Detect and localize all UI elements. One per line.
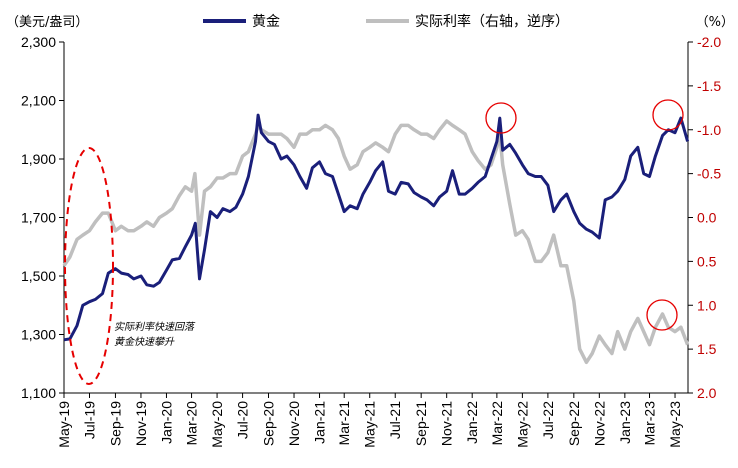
left-tick-label: 1,700 bbox=[21, 210, 56, 226]
right-tick-label: 0.5 bbox=[697, 253, 717, 269]
x-tick-label: Sep-20 bbox=[261, 401, 277, 446]
annotation-line-2: 黄金快速攀升 bbox=[114, 336, 175, 348]
left-tick-label: 1,500 bbox=[21, 268, 56, 284]
legend-label-gold: 黄金 bbox=[252, 13, 280, 30]
right-tick-label: -1.0 bbox=[697, 122, 721, 138]
left-tick-label: 1,300 bbox=[21, 327, 56, 343]
x-axis-ticks: May-19 Jul-19 Sep-19 Nov-19 Jan-20 Mar-20 May-… bbox=[56, 393, 683, 448]
x-tick-label: Mar-23 bbox=[642, 401, 658, 446]
x-tick-label: May-19 bbox=[56, 401, 72, 448]
right-tick-label: 1.0 bbox=[697, 297, 717, 313]
x-tick-label: Mar-21 bbox=[336, 401, 352, 446]
x-tick-label: May-23 bbox=[667, 401, 683, 448]
x-tick-label: May-20 bbox=[209, 401, 225, 448]
right-axis-ticks: -2.0 -1.5 -1.0 -0.5 0.0 0.5 1.0 1.5 2.0 bbox=[688, 34, 721, 401]
right-tick-label: 1.5 bbox=[697, 341, 717, 357]
x-tick-label: Sep-19 bbox=[107, 401, 123, 446]
legend: 黄金 实际利率（右轴，逆序） bbox=[203, 13, 569, 30]
x-tick-label: Mar-22 bbox=[489, 401, 505, 446]
x-tick-label: Jul-20 bbox=[235, 401, 251, 439]
x-tick-label: May-21 bbox=[362, 401, 378, 448]
highlight-circle-apr23-rate bbox=[646, 299, 678, 331]
right-tick-label: -0.5 bbox=[697, 166, 721, 182]
x-tick-label: Mar-20 bbox=[184, 401, 200, 446]
x-tick-label: Sep-22 bbox=[566, 401, 582, 446]
x-tick-label: Jul-22 bbox=[540, 401, 556, 439]
right-unit-label: （%） bbox=[696, 15, 734, 30]
x-tick-label: Nov-22 bbox=[591, 401, 607, 446]
x-tick-label: Jan-20 bbox=[158, 401, 174, 444]
legend-label-real-rate: 实际利率（右轴，逆序） bbox=[415, 13, 569, 30]
x-tick-label: Sep-21 bbox=[413, 401, 429, 446]
highlight-circle-apr23 bbox=[652, 99, 684, 131]
right-tick-label: 2.0 bbox=[697, 385, 717, 401]
highlight-ellipse-2019 bbox=[64, 147, 114, 385]
left-tick-label: 1,100 bbox=[21, 385, 56, 401]
right-tick-label: 0.0 bbox=[697, 210, 717, 226]
x-tick-label: Jul-19 bbox=[82, 401, 98, 439]
x-tick-label: Nov-20 bbox=[286, 401, 302, 446]
x-tick-label: Jul-21 bbox=[387, 401, 403, 439]
x-tick-label: Jan-22 bbox=[464, 401, 480, 444]
annotation-line-1: 实际利率快速回落 bbox=[114, 321, 196, 333]
left-tick-label: 2,300 bbox=[21, 34, 56, 50]
highlight-circle-mar22 bbox=[485, 102, 517, 134]
x-tick-label: May-22 bbox=[514, 401, 530, 448]
left-axis-ticks: 1,100 1,300 1,500 1,700 1,900 2,100 2,300 bbox=[21, 34, 64, 401]
x-tick-label: Nov-21 bbox=[439, 401, 455, 446]
right-tick-label: -1.5 bbox=[697, 78, 721, 94]
left-unit-label: （美元/盎司） bbox=[6, 15, 88, 30]
left-tick-label: 2,100 bbox=[21, 93, 56, 109]
left-tick-label: 1,900 bbox=[21, 151, 56, 167]
x-tick-label: Jan-21 bbox=[312, 401, 328, 444]
x-tick-label: Nov-19 bbox=[133, 401, 149, 446]
series-line-gold bbox=[63, 113, 690, 342]
right-tick-label: -2.0 bbox=[697, 34, 721, 50]
series-line-real-rate bbox=[62, 119, 690, 365]
x-tick-label: Jan-23 bbox=[617, 401, 633, 444]
